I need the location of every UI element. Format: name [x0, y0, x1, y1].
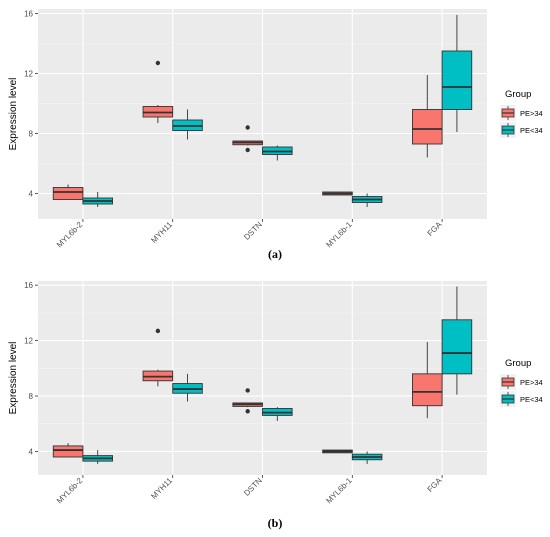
figure-caption: (a) — [268, 247, 282, 261]
outlier-point — [245, 409, 250, 414]
legend-label: PE>34 — [520, 378, 543, 387]
legend-label: PE<34 — [520, 126, 543, 135]
outlier-point — [245, 388, 250, 393]
x-tick-label: MYL6b-2 — [55, 220, 85, 250]
x-tick-label: MYL6b-2 — [55, 476, 85, 506]
y-tick-label: 4 — [29, 190, 34, 199]
y-tick-label: 8 — [29, 392, 34, 401]
y-tick-label: 12 — [24, 337, 33, 346]
legend-title: Group — [505, 89, 531, 100]
legend-title: Group — [505, 358, 531, 369]
x-tick-label: MYL6b-1 — [324, 220, 354, 250]
y-tick-label: 16 — [24, 10, 33, 19]
figure-caption: (b) — [268, 516, 283, 530]
box-pe-gt-34 — [412, 373, 443, 407]
x-tick-label: FGA — [426, 220, 444, 238]
y-tick-label: 16 — [24, 281, 33, 290]
x-tick-label: DSTN — [242, 476, 264, 498]
outlier-point — [155, 60, 161, 66]
x-tick-label: DSTN — [242, 220, 264, 242]
y-tick-label: 12 — [24, 70, 33, 79]
outlier-point — [155, 328, 161, 334]
outlier-point — [245, 125, 250, 130]
outlier-point — [245, 147, 250, 153]
legend-label: PE>34 — [520, 109, 543, 118]
x-tick-label: MYH11 — [149, 476, 174, 501]
legend-label: PE<34 — [520, 395, 543, 404]
chart-panel-b: 4 8 12 16 MYL6b-2 MYH11 DSTN MYL6b-1 FGA Expressi… — [8, 281, 543, 530]
x-tick-label: FGA — [426, 476, 444, 494]
box-pe-lt-34 — [441, 319, 473, 375]
box-pe-lt-34 — [441, 50, 473, 110]
box-pe-gt-34 — [52, 187, 84, 200]
box-pe-gt-34 — [52, 445, 84, 458]
y-axis-title: Expression level — [8, 342, 19, 415]
x-tick-label: MYL6b-1 — [324, 476, 354, 506]
y-tick-label: 4 — [29, 447, 34, 456]
y-axis-title: Expression level — [8, 78, 19, 151]
box-pe-gt-34 — [412, 109, 443, 145]
y-tick-label: 8 — [29, 130, 34, 139]
x-tick-label: MYH11 — [149, 220, 174, 245]
chart-panel-a: 4 8 12 16 MYL6b-2 MYH11 DSTN MYL6b-1 FGA Expressi… — [8, 9, 543, 261]
